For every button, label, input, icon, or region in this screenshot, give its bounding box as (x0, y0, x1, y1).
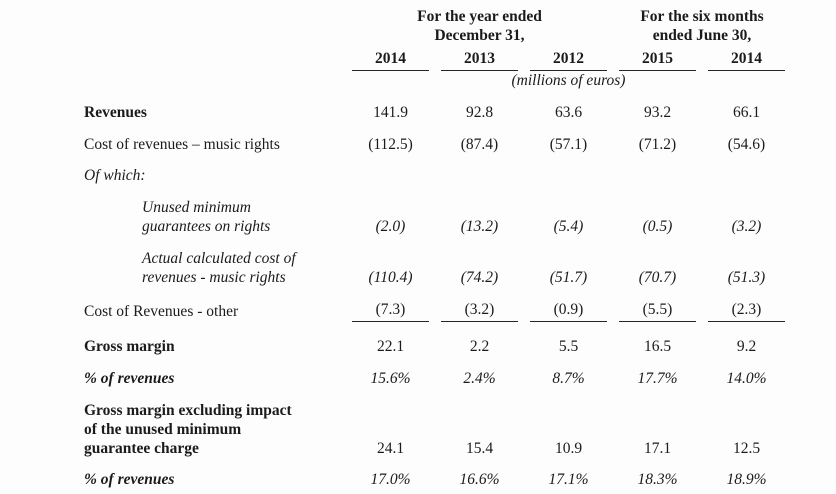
value-cell: 16.6% (459, 471, 500, 489)
value-cell: 16.5 (643, 337, 672, 355)
value-cell: 17.7% (637, 369, 678, 387)
table-row-pct-of-revenues-1: % of revenues 15.6% 2.4% 8.7% 17.7% 14.0… (84, 357, 791, 389)
value-cell: (110.4) (368, 269, 413, 287)
year-header-row: 2014 2013 2012 2015 2014 (84, 48, 791, 71)
value-cell: (2.0) (375, 218, 406, 236)
year-header-2014b: 2014 (708, 50, 785, 71)
value-cell: (13.2) (460, 218, 499, 236)
value-cell: 14.0% (726, 369, 767, 387)
row-label: Actual calculated cost of revenues - mus… (142, 250, 296, 287)
table-row-gross-margin: Gross margin 22.1 2.2 5.5 16.5 9.2 (84, 322, 791, 357)
value-cell: (0.9) (524, 288, 613, 322)
value-cell: (2.3) (702, 288, 791, 322)
row-label: Unused minimum guarantees on rights (142, 199, 271, 236)
value-cell: 141.9 (373, 103, 408, 121)
year-header-2014a: 2014 (352, 50, 429, 71)
table-row-pct-of-revenues-2: % of revenues 17.0% 16.6% 17.1% 18.3% 18… (84, 458, 791, 490)
year-header-cell: 2012 (524, 48, 613, 71)
table-row-unused-minimum-guarantees: Unused minimum guarantees on rights (2.0… (84, 186, 791, 237)
value-cell: 63.6 (554, 103, 583, 121)
table-row-gross-margin-excluding: Gross margin excluding impact of the unu… (84, 389, 791, 459)
value-cell: (74.2) (460, 269, 499, 287)
year-header-cell: 2013 (435, 48, 524, 71)
table-row-revenues: Revenues 141.9 92.8 63.6 93.2 66.1 (84, 91, 791, 123)
value-cell (702, 154, 791, 186)
header-spacer (84, 8, 346, 48)
col-group-six-months: For the six months ended June 30, (640, 8, 764, 44)
value-cell: (70.7) (638, 269, 677, 287)
value-cell: 12.5 (732, 439, 761, 457)
value-cell: (51.7) (549, 269, 588, 287)
value-cell: 15.4 (465, 439, 494, 457)
underlined-value: (3.2) (441, 301, 518, 322)
value-cell: 2.2 (469, 337, 490, 355)
value-cell: (51.3) (727, 269, 766, 287)
header-spacer (84, 48, 346, 71)
value-cell (613, 154, 702, 186)
value-cell: 93.2 (643, 103, 672, 121)
value-cell: (5.4) (553, 218, 584, 236)
underlined-value: (2.3) (708, 301, 785, 322)
value-cell: (0.5) (642, 218, 673, 236)
value-cell: 15.6% (370, 369, 411, 387)
table-row-actual-calculated-cost: Actual calculated cost of revenues - mus… (84, 237, 791, 288)
value-cell: 17.0% (370, 471, 411, 489)
units-note: (millions of euros) (511, 71, 626, 89)
value-cell: (5.5) (613, 288, 702, 322)
units-spacer (84, 71, 346, 91)
year-header-cell: 2015 (613, 48, 702, 71)
value-cell: (54.6) (727, 135, 766, 153)
value-cell: 92.8 (465, 103, 494, 121)
value-cell: 24.1 (376, 439, 405, 457)
value-cell: (87.4) (460, 135, 499, 153)
table-row-cost-other: Cost of Revenues - other (7.3) (3.2) (0.… (84, 288, 791, 322)
value-cell: (7.3) (346, 288, 435, 322)
value-cell: 18.3% (637, 471, 678, 489)
underlined-value: (7.3) (352, 301, 429, 322)
table-row-cost-music-rights: Cost of revenues – music rights (112.5) … (84, 123, 791, 155)
value-cell: 2.4% (463, 369, 496, 387)
units-row: (millions of euros) (84, 71, 791, 91)
row-label: Of which: (84, 167, 146, 185)
year-header-2015: 2015 (619, 50, 696, 71)
value-cell: 22.1 (376, 337, 405, 355)
value-cell: 5.5 (558, 337, 579, 355)
year-header-cell: 2014 (346, 48, 435, 71)
value-cell: 9.2 (736, 337, 757, 355)
value-cell: (112.5) (368, 135, 413, 153)
year-header-2013: 2013 (441, 50, 518, 71)
row-label: Gross margin (84, 337, 175, 355)
value-cell: (3.2) (435, 288, 524, 322)
row-label: Cost of Revenues - other (84, 302, 239, 320)
table-row-of-which: Of which: (84, 154, 791, 186)
value-cell: 17.1 (643, 439, 672, 457)
underlined-value: (0.9) (530, 301, 607, 322)
value-cell: 10.9 (554, 439, 583, 457)
year-header-cell: 2014 (702, 48, 791, 71)
value-cell: 8.7% (552, 369, 585, 387)
group-header-row: For the year ended December 31, For the … (84, 8, 791, 48)
row-label: Revenues (84, 103, 147, 121)
col-group-year-ended: For the year ended December 31, (417, 8, 542, 44)
value-cell (346, 154, 435, 186)
financial-table: For the year ended December 31, For the … (84, 8, 791, 490)
row-label: Cost of revenues – music rights (84, 135, 280, 153)
row-label: Gross margin excluding impact of the unu… (84, 401, 292, 457)
underlined-value: (5.5) (619, 301, 696, 322)
value-cell: 66.1 (732, 103, 761, 121)
value-cell: 17.1% (548, 471, 589, 489)
value-cell (435, 154, 524, 186)
value-cell: (3.2) (731, 218, 762, 236)
value-cell: (71.2) (638, 135, 677, 153)
value-cell: 18.9% (726, 471, 767, 489)
row-label: % of revenues (84, 471, 175, 489)
year-header-2012: 2012 (530, 50, 607, 71)
value-cell: (57.1) (549, 135, 588, 153)
value-cell (524, 154, 613, 186)
row-label: % of revenues (84, 369, 175, 387)
